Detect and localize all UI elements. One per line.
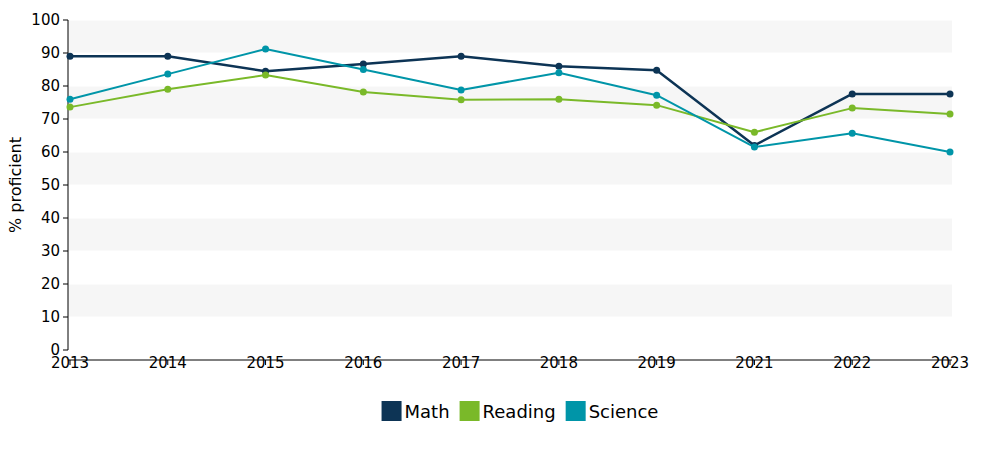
series-line [70, 75, 950, 132]
series-point [67, 96, 74, 103]
x-tick-label: 2019 [638, 354, 676, 372]
y-tick [63, 185, 68, 186]
y-tick [63, 53, 68, 54]
grid-band [68, 218, 952, 251]
series-point [555, 63, 562, 70]
legend-label: Math [405, 401, 450, 422]
x-tick-label: 2016 [344, 354, 382, 372]
series-point [751, 144, 758, 151]
series-point [262, 46, 269, 53]
y-tick-label: 20 [41, 275, 60, 293]
series-point [164, 71, 171, 78]
y-tick [63, 251, 68, 252]
x-tick-label: 2023 [931, 354, 969, 372]
grid-band [68, 86, 952, 119]
x-axis: 2013 2014 2015 2016 2017 2018 2019 2021 2022 2023 [51, 354, 969, 372]
grid-line [68, 152, 952, 153]
series-point [360, 66, 367, 73]
y-tick-label: 90 [41, 44, 60, 62]
y-tick [63, 86, 68, 87]
x-tick-label: 2017 [442, 354, 480, 372]
grid-line [68, 284, 952, 285]
legend: Math Reading Science [382, 401, 659, 422]
chart: 0102030405060708090100% proficient201320… [0, 0, 1000, 450]
series-point [458, 53, 465, 60]
series-point [164, 86, 171, 93]
legend-label: Reading [483, 401, 556, 422]
y-tick-label: 30 [41, 242, 60, 260]
y-tick-label: 10 [41, 308, 60, 326]
grid-line [68, 218, 952, 219]
grid-line [68, 53, 952, 54]
y-tick [63, 152, 68, 153]
y-tick-label: 80 [41, 77, 60, 95]
series-group [67, 46, 954, 156]
grid-line [68, 350, 952, 351]
series-point [849, 90, 856, 97]
y-axis-label: % proficient [6, 137, 25, 233]
y-tick [63, 317, 68, 318]
series-point [653, 102, 660, 109]
series-point [849, 105, 856, 112]
x-tick-label: 2022 [833, 354, 871, 372]
series-point [458, 96, 465, 103]
y-tick [63, 119, 68, 120]
series-point [262, 72, 269, 79]
series-point [67, 53, 74, 60]
grid-line [68, 86, 952, 87]
y-tick [63, 284, 68, 285]
y-tick-label: 100 [31, 11, 60, 29]
y-tick [63, 218, 68, 219]
y-tick-label: 40 [41, 209, 60, 227]
x-tick-label: 2015 [246, 354, 284, 372]
series-point [555, 96, 562, 103]
y-tick-label: 50 [41, 176, 60, 194]
series-line [70, 56, 950, 145]
series-point [751, 129, 758, 136]
series-point [458, 86, 465, 93]
y-axis: 0102030405060708090100% proficient [6, 11, 68, 359]
legend-swatch [382, 401, 402, 421]
series-point [555, 69, 562, 76]
x-tick-label: 2013 [51, 354, 89, 372]
series-line [70, 49, 950, 152]
series-point [947, 111, 954, 118]
series-point [849, 130, 856, 137]
y-tick-label: 60 [41, 143, 60, 161]
series-point [653, 67, 660, 74]
grid-line [68, 119, 952, 120]
y-tick-label: 70 [41, 110, 60, 128]
grid-band [68, 152, 952, 185]
series-point [360, 88, 367, 95]
series-point [947, 90, 954, 97]
grid-line [68, 20, 952, 21]
x-axis-line [68, 360, 952, 361]
series-point [947, 149, 954, 156]
grid-line [68, 185, 952, 186]
legend-swatch [566, 401, 586, 421]
series-point [67, 104, 74, 111]
legend-swatch [460, 401, 480, 421]
grid-line [68, 317, 952, 318]
y-tick [63, 350, 68, 351]
grid-band [68, 284, 952, 317]
x-tick-label: 2021 [735, 354, 773, 372]
grid [68, 20, 952, 350]
x-tick-label: 2018 [540, 354, 578, 372]
y-tick [63, 20, 68, 21]
grid-line [68, 251, 952, 252]
series-point [164, 53, 171, 60]
legend-label: Science [589, 401, 659, 422]
grid-band [68, 20, 952, 53]
series-point [653, 92, 660, 99]
x-tick-label: 2014 [149, 354, 187, 372]
